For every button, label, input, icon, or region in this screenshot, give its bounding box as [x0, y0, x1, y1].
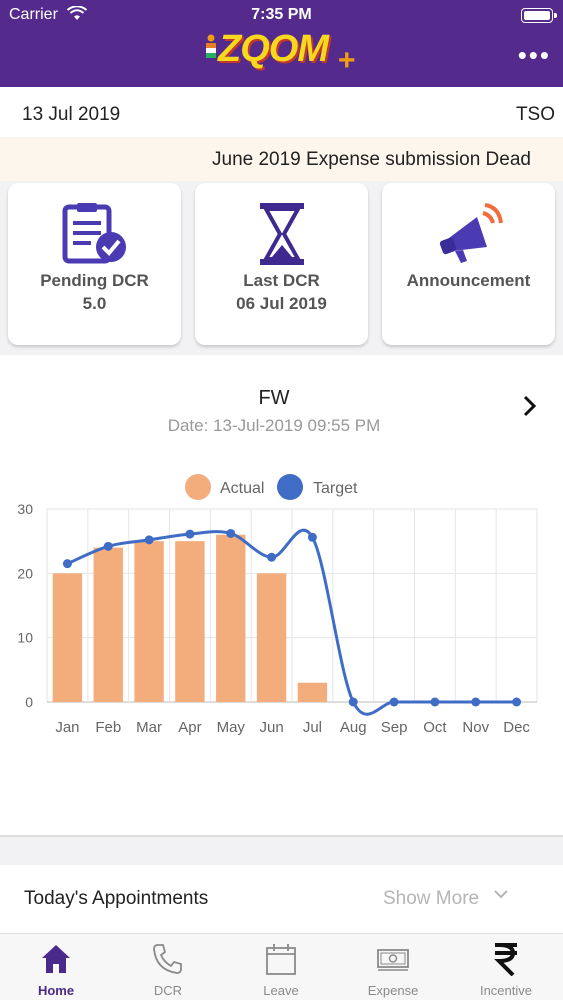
x-tick-label: Nov	[462, 719, 489, 736]
summary-cards: Pending DCR 5.0 Last DCR 06 Jul 2019 Ann…	[0, 183, 563, 355]
target-point-may	[226, 528, 236, 538]
tab-label: Incentive	[479, 983, 533, 998]
ticker-text: June 2019 Expense submission Dead	[212, 149, 531, 170]
bottom-tab-bar: Home DCR Leave Expense Incentive	[0, 933, 563, 1000]
x-tick-label: Feb	[95, 719, 121, 736]
calendar-icon	[266, 944, 296, 975]
chevron-right-icon[interactable]	[523, 395, 537, 417]
tab-leave[interactable]: Leave	[225, 934, 337, 1000]
clock: 7:35 PM	[251, 6, 312, 23]
bar-actual-jul	[297, 682, 328, 702]
appointments-section: Today's Appointments Show More	[0, 865, 563, 933]
megaphone-icon	[439, 203, 503, 263]
tab-label: Leave	[263, 983, 299, 998]
logo-plus: +	[338, 44, 356, 77]
tab-label: Home	[37, 983, 75, 998]
card-title: Announcement	[406, 271, 531, 290]
x-tick-label: Aug	[340, 719, 367, 736]
y-tick-label: 20	[17, 565, 33, 581]
legend-swatch	[277, 474, 303, 500]
bar-actual-apr	[175, 541, 205, 702]
card-title: Pending DCR	[40, 271, 149, 290]
x-tick-label: Jun	[259, 719, 283, 736]
show-more-button[interactable]: Show More	[383, 888, 480, 909]
x-tick-label: May	[217, 719, 246, 736]
announcement-card[interactable]: Announcement	[382, 183, 555, 345]
appointments-title: Today's Appointments	[24, 888, 209, 909]
y-tick-label: 0	[25, 694, 33, 710]
target-point-oct	[430, 697, 440, 707]
x-tick-label: Jan	[55, 719, 79, 736]
target-point-feb	[103, 541, 113, 551]
legend-swatch	[185, 474, 211, 500]
app-header: Carrier 7:35 PM ZQOM + •••	[0, 0, 563, 87]
pending-dcr-card[interactable]: Pending DCR 5.0	[8, 183, 181, 345]
person-logo-icon	[206, 34, 216, 58]
info-bar: 13 Jul 2019 TSO	[0, 87, 563, 137]
tab-expense[interactable]: Expense	[337, 934, 449, 1000]
bar-actual-mar	[134, 541, 164, 702]
fw-chart: 0 10 20 30 Jan Feb Mar Apr May Jun Jul Aug Sep Oct Nov…	[17, 474, 538, 736]
card-value: 06 Jul 2019	[236, 294, 327, 313]
last-dcr-card[interactable]: Last DCR 06 Jul 2019	[195, 183, 368, 345]
user-role: TSO	[515, 104, 555, 125]
tab-incentive[interactable]: Incentive	[450, 934, 562, 1000]
target-point-sep	[389, 697, 399, 707]
target-point-jun	[267, 552, 277, 562]
bar-actual-jun	[256, 573, 287, 702]
target-point-jan	[62, 559, 72, 569]
x-tick-label: Oct	[423, 719, 447, 736]
target-point-dec	[512, 697, 522, 707]
x-tick-label: Sep	[381, 719, 408, 736]
x-tick-label: Jul	[303, 719, 322, 736]
card-title: Last DCR	[243, 271, 320, 290]
panel-date: Date: 13-Jul-2019 09:55 PM	[167, 416, 381, 435]
legend-label: Actual	[220, 480, 264, 497]
clipboard-check-icon	[62, 203, 126, 264]
target-point-aug	[348, 697, 358, 707]
x-tick-label: Mar	[136, 719, 162, 736]
bar-actual-may	[216, 534, 246, 702]
target-point-apr	[185, 529, 195, 539]
logo-text: ZQOM	[218, 28, 329, 70]
chevron-down-icon[interactable]	[494, 889, 508, 899]
panel-title: FW	[258, 387, 290, 409]
target-point-mar	[144, 535, 154, 545]
current-date: 13 Jul 2019	[22, 104, 121, 125]
x-tick-label: Apr	[178, 719, 201, 736]
status-bar: Carrier 7:35 PM	[0, 4, 563, 26]
bar-actual-feb	[93, 547, 123, 702]
tab-home[interactable]: Home	[0, 934, 112, 1000]
cash-icon	[377, 949, 409, 971]
battery-icon	[521, 8, 557, 23]
announcement-ticker: June 2019 Expense submission Dead	[0, 137, 563, 181]
home-icon	[42, 945, 70, 973]
tab-label: Expense	[367, 983, 419, 998]
card-value: 5.0	[82, 294, 107, 313]
target-point-nov	[471, 697, 481, 707]
bar-actual-jan	[52, 573, 83, 702]
x-tick-label: Dec	[503, 719, 530, 736]
phone-icon	[153, 944, 182, 974]
app-logo: ZQOM +	[200, 26, 365, 78]
carrier-label: Carrier	[9, 6, 58, 23]
tab-label: DCR	[153, 983, 183, 998]
fw-chart-panel: FW Date: 13-Jul-2019 09:55 PM 0 10 20 30 Jan…	[0, 355, 563, 837]
y-tick-label: 10	[17, 630, 33, 646]
rupee-icon	[494, 943, 517, 976]
target-point-jul	[307, 532, 317, 542]
y-tick-label: 30	[17, 501, 33, 517]
hourglass-icon	[259, 203, 304, 265]
legend-label: Target	[313, 480, 358, 497]
more-dots-icon[interactable]: •••	[517, 40, 551, 70]
tab-dcr[interactable]: DCR	[112, 934, 224, 1000]
wifi-icon	[67, 6, 87, 20]
